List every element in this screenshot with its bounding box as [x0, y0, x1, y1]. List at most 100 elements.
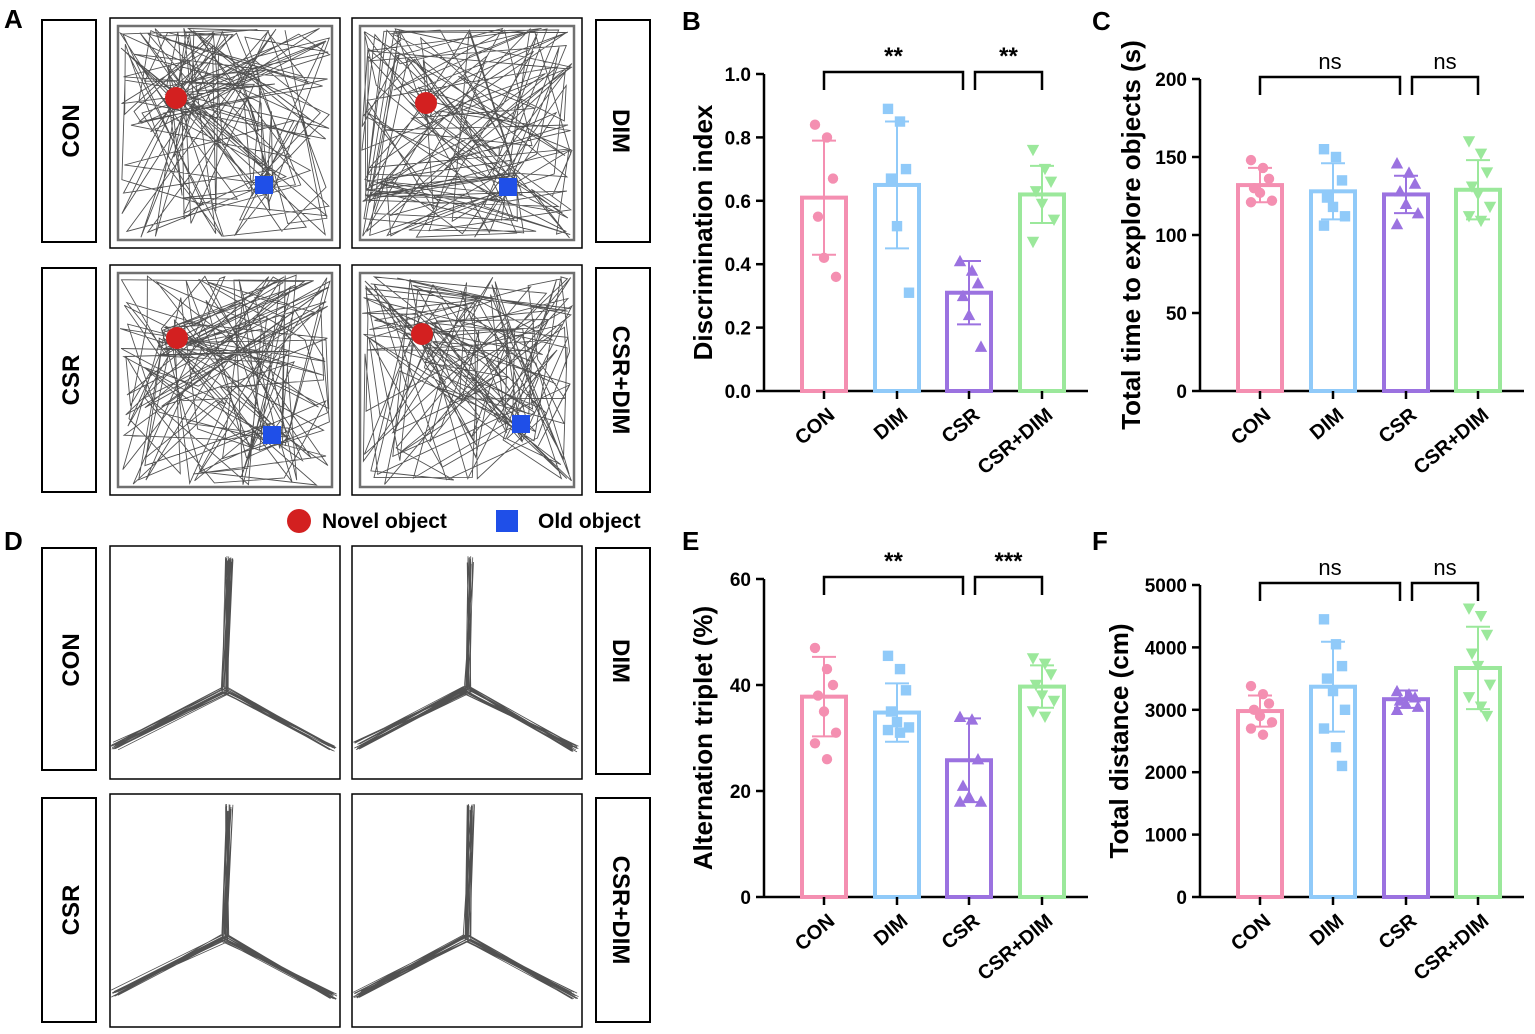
data-point	[1257, 729, 1269, 740]
group-label-csr-dim-d: CSR+DIM	[607, 856, 634, 965]
data-point	[894, 727, 906, 738]
data-point	[965, 264, 979, 276]
arena-edge-track	[116, 24, 334, 242]
data-point	[882, 724, 894, 736]
data-point	[812, 211, 824, 222]
significance-label: **	[884, 548, 903, 575]
x-tick-label: CON	[791, 404, 839, 449]
x-tick-label: CSR	[938, 910, 985, 954]
data-point	[1026, 653, 1040, 665]
label-box-con-d	[41, 547, 97, 771]
data-point	[1462, 692, 1476, 704]
label-box-dim-d	[595, 547, 651, 775]
data-point	[1462, 603, 1476, 615]
y-axis-title: Discrimination index	[688, 104, 718, 360]
arena-edge-track	[358, 24, 576, 242]
data-point	[1330, 639, 1342, 650]
panel-letter-a: A	[4, 4, 23, 34]
data-point	[1038, 658, 1052, 670]
y-tick-label: 0.2	[725, 319, 751, 340]
ymaze-tracks	[110, 556, 579, 1000]
data-point	[1483, 201, 1497, 214]
panel-d-y-maze-tracks: CON CSR DIM CSR+DIM	[41, 545, 651, 1028]
bar	[1236, 183, 1284, 393]
data-point	[812, 690, 824, 701]
bar	[1382, 192, 1430, 393]
y-tick-label: 1.0	[725, 65, 751, 86]
significance-label: ns	[1433, 555, 1456, 580]
group-label-con-a: CON	[58, 104, 85, 157]
novel-object-dim	[415, 92, 437, 114]
x-tick-label: CON	[1227, 404, 1275, 449]
data-point	[1390, 703, 1404, 715]
data-point	[882, 103, 894, 115]
label-box-csr-dim-a	[595, 267, 651, 493]
y-tick-label: 0.4	[725, 255, 752, 276]
significance-label: ns	[1318, 555, 1341, 580]
data-point	[1321, 673, 1333, 684]
y-tick-label: 60	[730, 570, 751, 591]
data-point	[1263, 173, 1275, 185]
data-point	[974, 795, 988, 807]
data-point	[1339, 211, 1351, 222]
significance-bracket	[1258, 75, 1402, 95]
data-point	[1245, 723, 1257, 734]
data-point	[1263, 698, 1275, 709]
panel-letter-f: F	[1092, 526, 1108, 556]
y-tick-label: 200	[1155, 70, 1187, 91]
group-label-csr-dim-a: CSR+DIM	[607, 326, 634, 435]
data-point	[1480, 629, 1494, 642]
data-point	[956, 779, 970, 791]
data-point	[1026, 236, 1040, 249]
data-point	[1318, 614, 1330, 625]
data-point	[1474, 611, 1488, 623]
significance-bracket	[1410, 75, 1480, 95]
data-point	[1330, 742, 1342, 753]
data-point	[1408, 177, 1422, 189]
data-point	[971, 277, 985, 289]
chart-e-alternation-triplet: 0 20 40 60 Alternation triplet (%) CON DIM CSRC…	[688, 548, 1088, 985]
significance-bracket	[1258, 581, 1402, 601]
data-point	[903, 722, 915, 733]
label-box-csr-d	[41, 797, 97, 1023]
x-tick-label: CSR+DIM	[1410, 404, 1494, 479]
data-point	[1393, 185, 1407, 197]
data-point	[1480, 167, 1494, 179]
data-point	[830, 727, 842, 738]
data-point	[1483, 679, 1497, 692]
y-tick-label: 100	[1155, 226, 1187, 247]
bar	[873, 710, 921, 899]
data-point	[827, 679, 839, 691]
y-tick-label: 0	[740, 888, 751, 909]
data-point	[809, 642, 821, 654]
legend-old-icon	[496, 510, 518, 532]
arena-edge-track	[358, 271, 576, 489]
y-tick-label: 0.8	[725, 128, 751, 149]
data-point	[1245, 680, 1257, 692]
group-label-csr-a: CSR	[58, 355, 85, 406]
data-point	[953, 710, 967, 722]
data-point	[1044, 669, 1058, 681]
bar	[1018, 684, 1066, 900]
data-point	[1029, 186, 1043, 198]
data-point	[900, 163, 912, 175]
legend-old-label: Old object	[538, 510, 641, 533]
significance-label: ns	[1318, 49, 1341, 74]
data-point	[1318, 723, 1330, 734]
data-point	[1026, 144, 1040, 157]
panel-a-novel-object-tracks: CON CSR DIM CSR+DIM Novel object Old obj…	[41, 17, 651, 533]
x-tick-label: DIM	[1306, 404, 1348, 444]
data-point	[1390, 217, 1404, 230]
data-point	[1266, 717, 1278, 728]
y-tick-label: 150	[1155, 148, 1187, 169]
data-point	[1318, 144, 1330, 155]
y-tick-label: 50	[1166, 304, 1187, 325]
arena-track-path	[118, 27, 331, 238]
data-point	[900, 685, 912, 696]
x-tick-label: CSR	[938, 404, 985, 448]
data-point	[885, 173, 897, 184]
significance-bracket	[973, 70, 1044, 90]
data-point	[971, 753, 985, 765]
significance-bracket	[973, 575, 1044, 595]
